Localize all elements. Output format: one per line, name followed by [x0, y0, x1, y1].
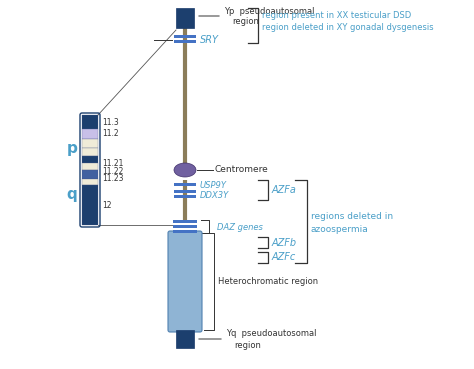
Text: AZFb: AZFb: [272, 238, 297, 248]
Bar: [82, 115, 98, 129]
Bar: [173, 225, 197, 228]
Text: 11.3: 11.3: [102, 118, 119, 127]
Text: 12: 12: [102, 201, 111, 210]
FancyBboxPatch shape: [168, 231, 202, 332]
Bar: [82, 139, 98, 148]
Text: region: region: [232, 17, 259, 27]
Text: Yp  pseudoautosomal: Yp pseudoautosomal: [224, 7, 315, 15]
Text: azoospermia: azoospermia: [311, 225, 369, 234]
Bar: [174, 195, 196, 198]
Bar: [82, 179, 98, 185]
Text: 11.2: 11.2: [102, 129, 118, 138]
Text: AZFa: AZFa: [272, 185, 297, 195]
Text: USP9Y: USP9Y: [200, 180, 227, 190]
Bar: [82, 129, 98, 139]
Bar: [82, 163, 98, 170]
Bar: [82, 156, 98, 163]
Bar: [173, 220, 197, 223]
Bar: [82, 170, 98, 179]
Text: DDX3Y: DDX3Y: [200, 192, 229, 200]
Bar: [176, 330, 194, 348]
Bar: [82, 185, 98, 225]
Text: AZFc: AZFc: [272, 252, 296, 262]
Text: 11.23: 11.23: [102, 174, 124, 183]
Bar: [174, 190, 196, 193]
Ellipse shape: [174, 163, 196, 177]
Bar: [174, 183, 196, 186]
Text: Centromere: Centromere: [215, 166, 269, 175]
Bar: [82, 148, 98, 156]
Text: regions deleted in: regions deleted in: [311, 212, 393, 221]
Text: region: region: [234, 341, 261, 349]
Text: Heterochromatic region: Heterochromatic region: [218, 277, 318, 286]
Bar: [173, 230, 197, 233]
Bar: [174, 40, 196, 43]
Text: DAZ genes: DAZ genes: [217, 223, 263, 231]
Text: SRY: SRY: [200, 35, 219, 45]
Bar: [174, 35, 196, 38]
Bar: [176, 8, 194, 28]
Text: p: p: [66, 141, 77, 155]
Text: 11.22: 11.22: [102, 167, 123, 176]
Text: 11.21: 11.21: [102, 159, 123, 169]
Text: Yq  pseudoautosomal: Yq pseudoautosomal: [226, 330, 317, 338]
Text: region present in XX testicular DSD: region present in XX testicular DSD: [262, 10, 411, 20]
Text: q: q: [67, 187, 77, 202]
Text: region deleted in XY gonadal dysgenesis: region deleted in XY gonadal dysgenesis: [262, 24, 434, 32]
